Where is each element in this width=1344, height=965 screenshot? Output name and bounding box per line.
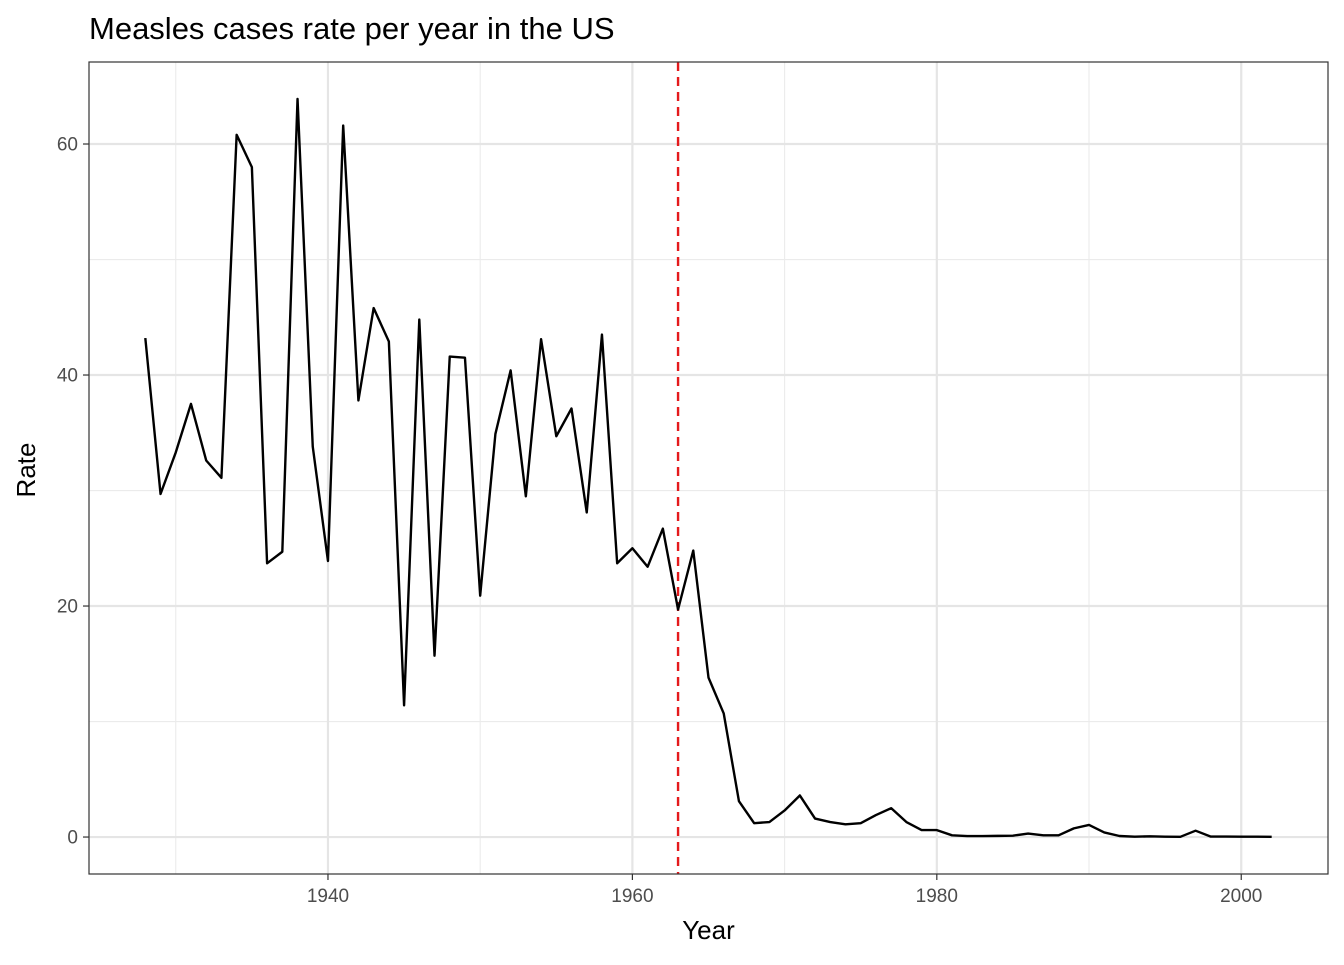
y-tick-label: 20 [57,597,78,618]
y-tick-label: 60 [57,135,78,156]
series-line [144,97,1272,839]
axis-layer: 1940 1960 1980 2000 0 20 40 60 [57,135,1263,907]
x-tick-label: 1960 [611,886,653,907]
y-tick-label: 0 [67,828,78,849]
gridlines [89,62,1328,874]
x-tick-label: 1940 [307,886,349,907]
x-tick-label: 2000 [1220,886,1262,907]
chart-title: Measles cases rate per year in the US [89,11,615,46]
y-tick-label: 40 [57,366,78,387]
x-axis-title: Year [682,915,735,945]
x-tick-label: 1980 [916,886,958,907]
y-axis-title: Rate [11,443,41,498]
panel-border [88,61,1329,875]
series-layer [144,97,1272,839]
